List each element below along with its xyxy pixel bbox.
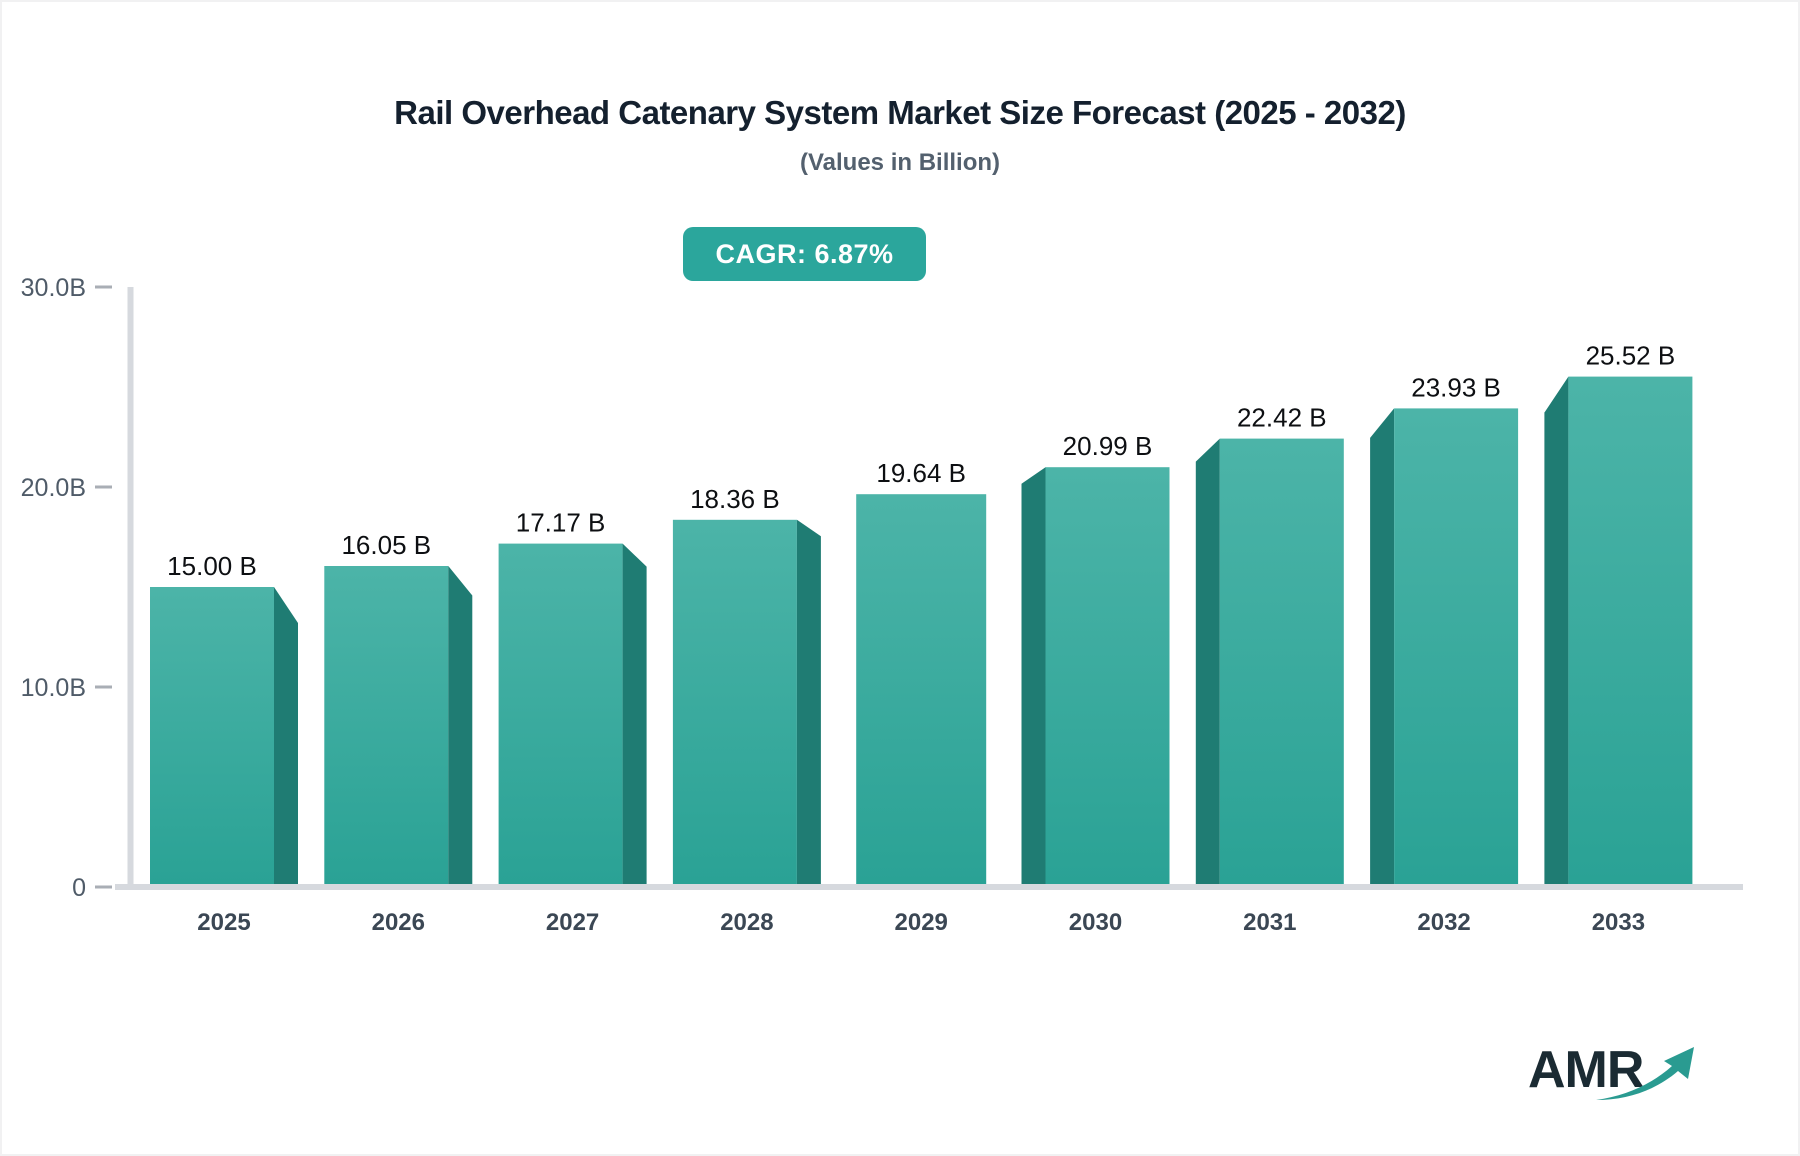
x-axis-tick-label: 2028 (720, 909, 773, 936)
y-axis-tick-label: 0 (72, 874, 86, 902)
bar-2026[interactable] (324, 566, 473, 884)
y-tick-dash (95, 885, 112, 889)
bar-side-2025[interactable] (274, 587, 298, 884)
chart-title: Rail Overhead Catenary System Market Siz… (394, 94, 1406, 131)
x-axis-tick-label: 2027 (546, 909, 599, 936)
bar-side-2030[interactable] (1021, 467, 1046, 884)
y-tick-dash (95, 285, 112, 289)
bar-side-2028[interactable] (796, 519, 821, 884)
y-axis-tick-label: 10.0B (21, 674, 86, 702)
bar-value-label: 18.36 B (690, 484, 780, 514)
x-axis-tick-label: 2029 (895, 909, 948, 936)
bar-face-2033[interactable] (1568, 376, 1693, 884)
bar-value-label: 15.00 B (167, 551, 257, 581)
y-axis-tick-label: 20.0B (21, 474, 86, 502)
bar-value-label: 19.64 B (876, 458, 966, 488)
bar-value-label: 22.42 B (1237, 403, 1327, 433)
bar-face-2031[interactable] (1219, 438, 1344, 884)
bar-face-2025[interactable] (150, 587, 274, 884)
growth-arrow-icon (1596, 1047, 1694, 1100)
bar-side-2026[interactable] (448, 566, 473, 884)
x-axis-line (115, 884, 1743, 890)
bar-value-label: 20.99 B (1063, 431, 1153, 461)
x-axis-tick-label: 2030 (1069, 909, 1122, 936)
bar-face-2029[interactable] (856, 494, 987, 884)
cagr-badge: CAGR: 6.87% (683, 227, 926, 281)
bar-2027[interactable] (498, 543, 647, 884)
bar-2029[interactable] (856, 494, 987, 884)
bar-face-2026[interactable] (324, 566, 449, 884)
bar-side-2032[interactable] (1370, 408, 1395, 884)
bar-side-2031[interactable] (1195, 438, 1220, 884)
bar-side-2027[interactable] (622, 543, 647, 884)
bar-2030[interactable] (1021, 467, 1170, 884)
x-axis-tick-label: 2026 (372, 909, 425, 936)
bar-face-2027[interactable] (498, 543, 623, 884)
bar-2032[interactable] (1370, 408, 1519, 884)
x-axis-tick-label: 2032 (1417, 909, 1470, 936)
bar-value-label: 25.52 B (1586, 341, 1676, 371)
bar-value-label: 23.93 B (1411, 372, 1501, 402)
bar-face-2032[interactable] (1394, 408, 1519, 884)
bar-2025[interactable] (150, 587, 298, 884)
bar-value-label: 16.05 B (341, 530, 431, 560)
bar-face-2030[interactable] (1045, 467, 1170, 884)
chart-subtitle: (Values in Billion) (799, 149, 1001, 176)
x-axis-tick-label: 2033 (1592, 909, 1645, 936)
bar-face-2028[interactable] (672, 519, 797, 884)
bar-2031[interactable] (1195, 438, 1344, 884)
bar-2033[interactable] (1544, 376, 1693, 884)
x-axis-tick-label: 2031 (1243, 909, 1296, 936)
y-tick-dash (95, 685, 112, 689)
y-axis-line (127, 287, 134, 890)
bar-2028[interactable] (672, 519, 821, 884)
amr-logo-text: AMR (1528, 1041, 1644, 1099)
y-axis-tick-label: 30.0B (21, 274, 86, 302)
bar-side-2033[interactable] (1544, 376, 1569, 884)
y-tick-dash (95, 485, 112, 489)
bar-value-label: 17.17 B (516, 508, 606, 538)
x-axis-tick-label: 2025 (197, 909, 250, 936)
amr-logo: AMR (1528, 1036, 1788, 1136)
